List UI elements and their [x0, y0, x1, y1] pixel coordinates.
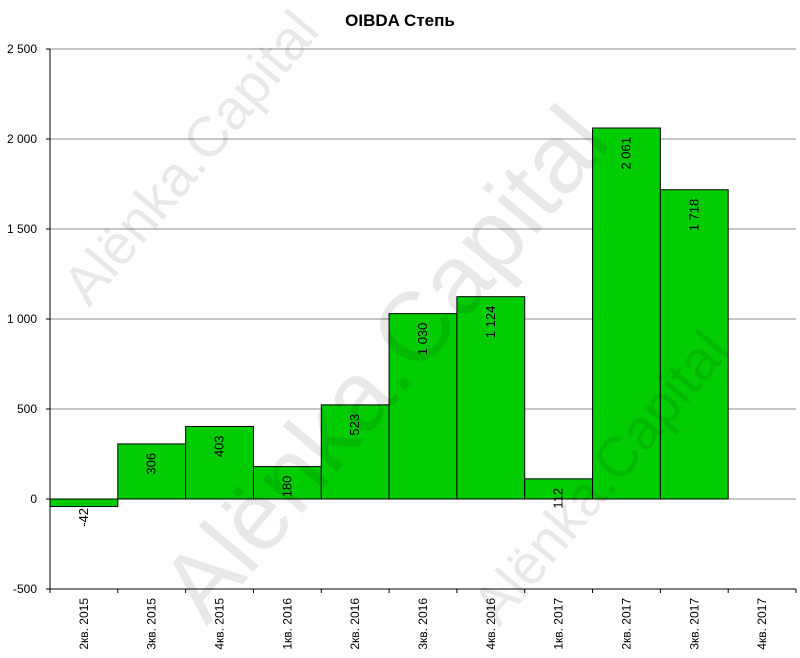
data-label: 180 [279, 476, 294, 498]
x-tick-label: 3кв. 2016 [416, 598, 430, 650]
data-label: 523 [347, 414, 362, 436]
y-tick-label: 1 000 [7, 312, 37, 326]
x-tick-label: 2кв. 2015 [77, 598, 91, 650]
bar [388, 313, 458, 500]
x-tick-label: 3кв. 2017 [687, 598, 701, 650]
bar [320, 404, 390, 500]
chart-title: OIBDA Степь [345, 11, 455, 30]
x-tick-label: 4кв. 2017 [755, 598, 769, 650]
bar [659, 189, 729, 500]
bar [456, 296, 526, 500]
data-label: 1 030 [415, 323, 430, 356]
y-tick-label: -500 [13, 582, 37, 596]
bar [185, 425, 254, 500]
y-tick-label: 500 [17, 402, 37, 416]
y-tick-label: 2 000 [7, 132, 37, 146]
data-label: 2 061 [618, 137, 633, 170]
data-label: 1 124 [483, 306, 498, 339]
x-tick-label: 2кв. 2016 [348, 598, 362, 650]
y-tick-label: 2 500 [7, 42, 37, 56]
bar [49, 498, 119, 508]
y-tick-label: 1 500 [7, 222, 37, 236]
x-tick-label: 3кв. 2015 [145, 598, 159, 650]
x-tick-label: 1кв. 2016 [280, 598, 294, 650]
y-tick-label: 0 [30, 492, 37, 506]
watermark: Alënka.Capital [50, 0, 330, 316]
data-label: -42 [76, 508, 91, 527]
x-tick-label: 1кв. 2017 [552, 598, 566, 650]
bar [117, 443, 187, 500]
data-label: 1 718 [686, 199, 701, 232]
axes [46, 48, 797, 593]
x-tick-labels: 2кв. 2015 3кв. 2015 4кв. 2015 1кв. 2016 2кв.… [77, 598, 769, 650]
x-tick-label: 4кв. 2016 [484, 598, 498, 650]
data-label: 306 [144, 453, 159, 475]
bar [252, 466, 322, 500]
data-labels: -42 306 403 180 523 1 030 1 124 112 2 061 1 718 [76, 137, 701, 527]
data-label: 403 [212, 435, 227, 457]
x-tick-label: 4кв. 2015 [213, 598, 227, 650]
x-tick-label: 2кв. 2017 [619, 598, 633, 650]
bars [49, 127, 729, 508]
data-label: 112 [551, 488, 566, 509]
y-tick-labels: -500 0 500 1 000 1 500 2 000 2 500 [7, 42, 37, 596]
bar [592, 127, 661, 500]
